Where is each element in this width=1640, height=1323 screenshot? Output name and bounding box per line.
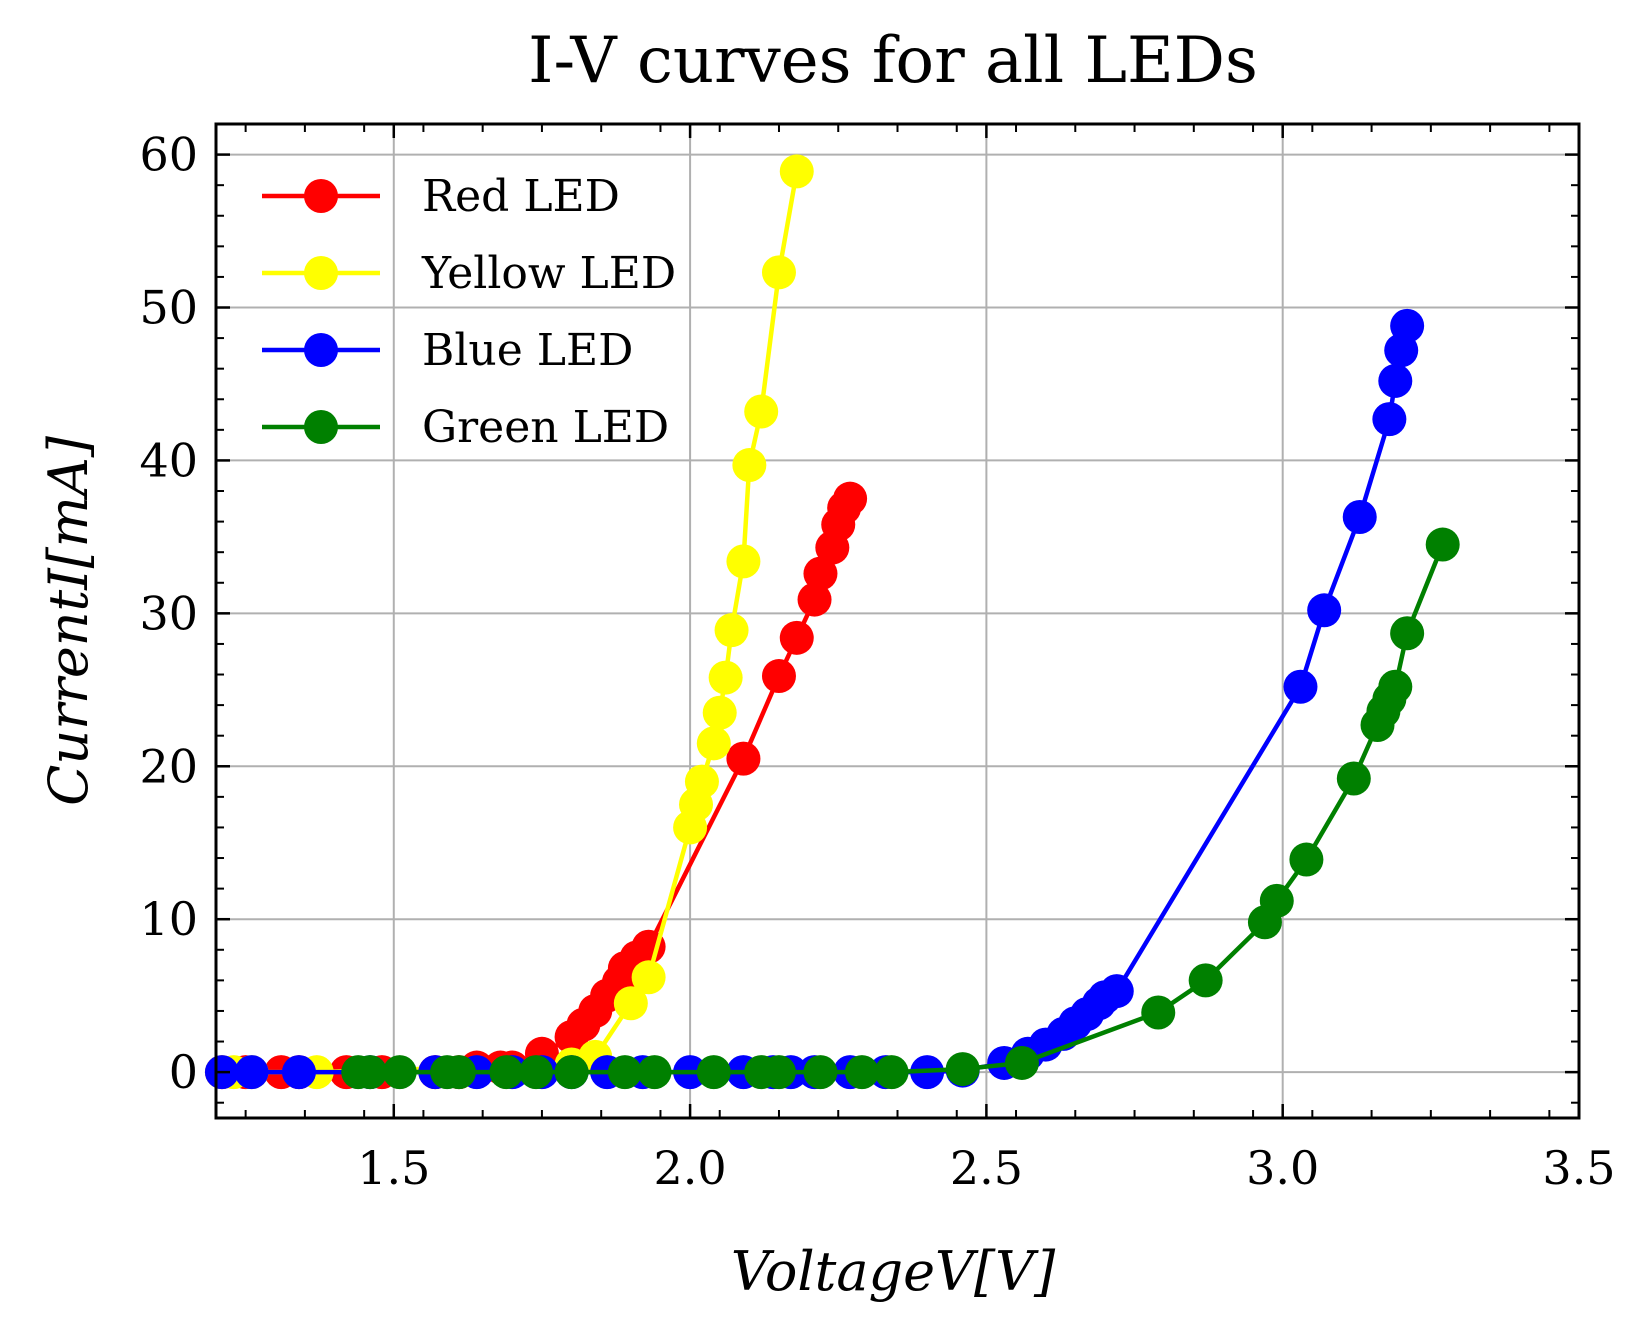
legend-marker (304, 179, 338, 213)
y-tick-label: 30 (139, 586, 198, 640)
series-group (204, 154, 1460, 1090)
data-point (702, 695, 737, 730)
legend-item: Green LED (262, 402, 669, 453)
x-tick-label: 3.5 (1542, 1141, 1615, 1195)
data-point (353, 1055, 388, 1090)
series-blue-led (204, 308, 1425, 1090)
data-point (833, 481, 868, 516)
legend-item: Yellow LED (262, 248, 676, 299)
data-point (779, 620, 814, 655)
x-tick-labels: 1.5 2.0 2.5 3.0 3.5 (357, 1141, 1615, 1195)
data-point (684, 764, 719, 799)
data-point (761, 1055, 796, 1090)
data-point (382, 1055, 417, 1090)
data-point (631, 960, 666, 995)
y-tick-labels: 0 10 20 30 40 50 60 (139, 128, 198, 1100)
x-tick-label: 3.0 (1246, 1141, 1319, 1195)
data-point (726, 544, 761, 579)
data-point (1307, 593, 1342, 628)
data-point (1372, 402, 1407, 437)
plot-frame (214, 122, 1581, 1120)
data-point (1425, 527, 1460, 562)
series-line (221, 497, 852, 1075)
series-line (221, 171, 800, 1075)
data-point (441, 1055, 476, 1090)
grid (216, 124, 1579, 1118)
ticks (216, 124, 1581, 1118)
legend-item: Red LED (262, 171, 620, 222)
data-point (761, 255, 796, 290)
data-point (732, 448, 767, 483)
legend-marker (304, 333, 338, 367)
data-point (234, 1055, 269, 1090)
chart-title: I-V curves for all LEDs (528, 24, 1258, 98)
data-point (613, 986, 648, 1021)
data-point (844, 1055, 879, 1090)
data-point (607, 1055, 642, 1090)
legend-label: Yellow LED (421, 248, 676, 299)
y-tick-label: 40 (139, 433, 198, 487)
data-point (489, 1055, 524, 1090)
data-point (1188, 963, 1223, 998)
data-point (1378, 669, 1413, 704)
legend: Red LED Yellow LED Blue LED Green LED (262, 171, 676, 453)
x-tick-label: 2.0 (654, 1141, 727, 1195)
x-axis-label: VoltageV[V] (731, 1240, 1056, 1303)
y-tick-label: 10 (139, 892, 198, 946)
data-point (1141, 995, 1176, 1030)
data-point (1378, 363, 1413, 398)
data-point (744, 394, 779, 429)
data-point (1390, 616, 1425, 651)
legend-label: Blue LED (422, 325, 633, 376)
data-point (1283, 669, 1318, 704)
data-point (803, 556, 838, 591)
data-point (779, 154, 814, 189)
data-point (637, 1055, 672, 1090)
y-tick-label: 60 (139, 128, 198, 182)
series-green-led (341, 527, 1460, 1090)
legend-label: Red LED (422, 171, 620, 222)
x-tick-label: 2.5 (950, 1141, 1023, 1195)
y-axis-label: CurrentI[mA] (37, 435, 100, 806)
y-tick-label: 20 (139, 739, 198, 793)
legend-item: Blue LED (262, 325, 633, 376)
data-point (708, 660, 743, 695)
data-point (696, 726, 731, 761)
data-point (1336, 761, 1371, 796)
data-point (1099, 974, 1134, 1009)
data-point (797, 582, 832, 617)
data-point (803, 1055, 838, 1090)
x-tick-label: 1.5 (357, 1141, 430, 1195)
data-point (1342, 500, 1377, 535)
data-point (714, 613, 749, 648)
data-point (1259, 883, 1294, 918)
y-tick-label: 50 (139, 281, 198, 335)
data-point (554, 1055, 589, 1090)
data-point (1004, 1045, 1039, 1080)
data-point (1390, 308, 1425, 343)
data-point (726, 741, 761, 776)
data-point (761, 659, 796, 694)
data-point (281, 1055, 316, 1090)
legend-marker (304, 256, 338, 290)
series-line (358, 543, 1445, 1075)
data-point (696, 1055, 731, 1090)
legend-label: Green LED (422, 402, 669, 453)
legend-marker (304, 410, 338, 444)
series-red-led (204, 481, 868, 1090)
data-point (874, 1055, 909, 1090)
y-tick-label: 0 (169, 1045, 198, 1099)
data-point (945, 1052, 980, 1087)
data-point (519, 1055, 554, 1090)
data-point (1289, 842, 1324, 877)
